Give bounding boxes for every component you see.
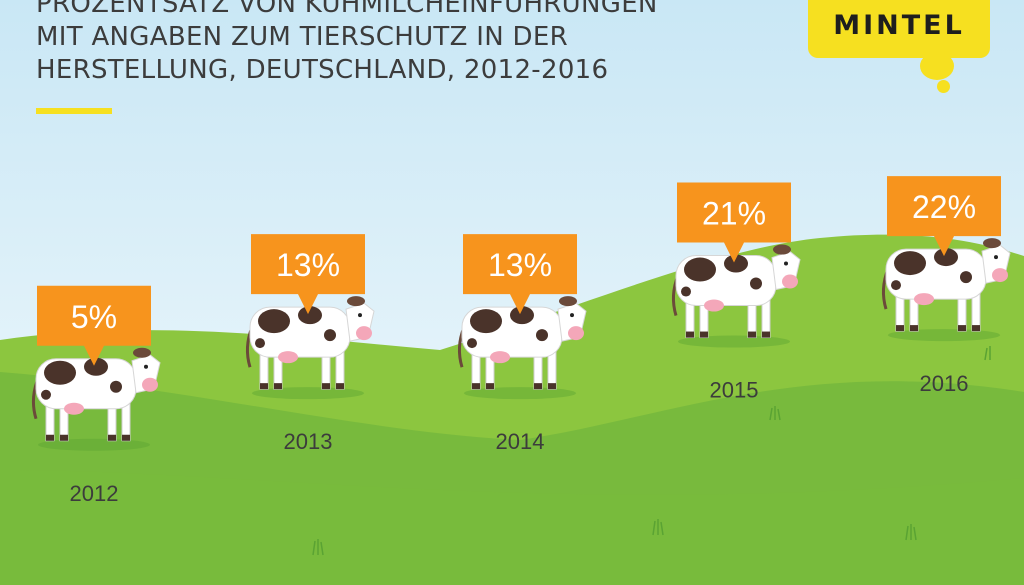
- hill-lower: [0, 470, 1024, 585]
- value-bubble: [251, 234, 365, 315]
- data-label: 22%: [912, 189, 976, 225]
- cow-marker: [671, 244, 801, 348]
- chart-title: PROZENTSATZ VON KUHMILCHEINFÜHRUNGEN MIT…: [36, 0, 756, 87]
- data-label: 5%: [71, 299, 117, 335]
- value-bubble: [463, 234, 577, 315]
- value-bubble: [677, 182, 791, 263]
- logo-bubble-dot: [937, 80, 950, 93]
- cow-marker: [31, 347, 161, 451]
- logo-bubble-tail: [920, 52, 954, 80]
- data-label: 13%: [276, 247, 340, 283]
- year-label: 2014: [496, 429, 545, 454]
- year-label: 2015: [710, 378, 759, 403]
- cow-marker: [245, 296, 375, 400]
- cow-marker: [457, 296, 587, 400]
- title-accent-bar: [36, 108, 112, 114]
- title-line-3: HERSTELLUNG, DEUTSCHLAND, 2012-2016: [36, 55, 609, 85]
- chart-marks: 5% 2012 13% 2013 13% 2014 21% 2015 22% 2016: [31, 176, 1011, 506]
- year-label: 2013: [284, 429, 333, 454]
- title-line-2: MIT ANGABEN ZUM TIERSCHUTZ IN DER: [36, 22, 568, 52]
- data-label: 13%: [488, 247, 552, 283]
- year-label: 2016: [920, 371, 969, 396]
- title-line-1: PROZENTSATZ VON KUHMILCHEINFÜHRUNGEN: [36, 0, 658, 19]
- mintel-logo: [808, 0, 990, 58]
- year-label: 2012: [70, 481, 119, 506]
- value-bubble: [37, 285, 151, 366]
- cow-marker: [881, 238, 1011, 342]
- grass-tufts: [312, 346, 991, 556]
- logo-text: MINTEL: [833, 10, 965, 41]
- data-label: 21%: [702, 196, 766, 232]
- value-bubble: [887, 176, 1001, 257]
